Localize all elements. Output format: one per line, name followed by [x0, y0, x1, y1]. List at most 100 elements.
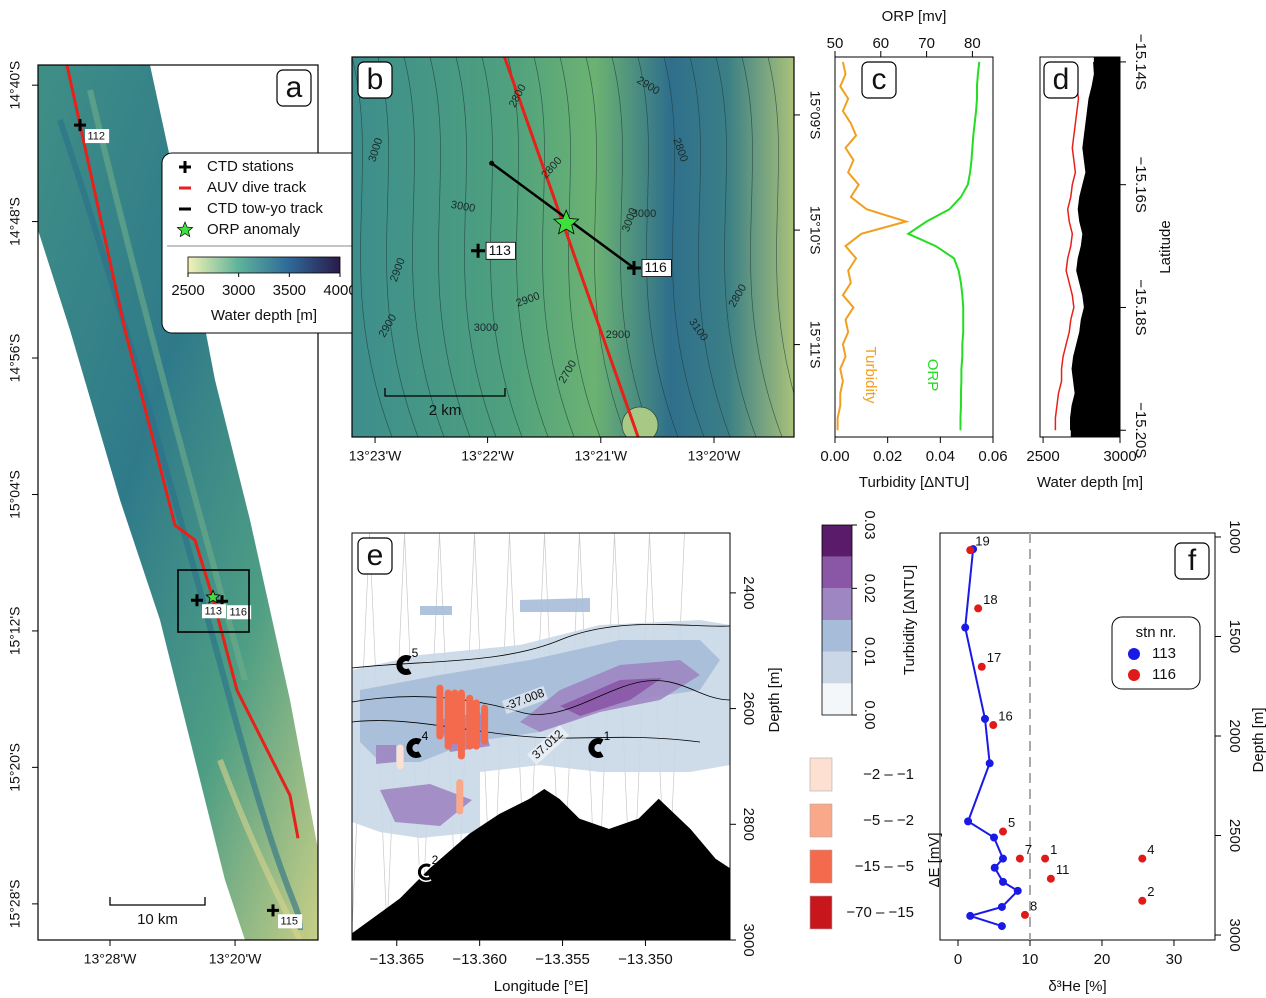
station-label: 115: [281, 916, 299, 928]
point-label: 1: [1050, 842, 1057, 857]
data-point: [1138, 897, 1146, 905]
colorbar-tick-label: 0.03: [861, 510, 878, 539]
colorbar: [188, 257, 340, 273]
plot-frame: [940, 533, 1215, 940]
orp-anomaly-bar: [473, 699, 480, 749]
orp-legend-label: −2 – −1: [863, 766, 914, 783]
y-tick-label: −15.20S: [1132, 402, 1149, 458]
y-tick-label: −15.18S: [1132, 279, 1149, 335]
colorbar-bin: [822, 652, 852, 684]
data-point: [974, 604, 982, 612]
orp-anomaly-bar: [466, 695, 473, 750]
orp-legend-label: −5 – −2: [863, 812, 914, 829]
scale-bar-label: 2 km: [429, 402, 462, 419]
legend-title: stn nr.: [1136, 624, 1177, 641]
colorbar-bin: [822, 525, 852, 557]
x-tick-label: 2500: [1026, 448, 1059, 465]
legend-label: CTD tow-yo track: [207, 200, 323, 217]
x-axis-title: Turbidity [ΔNTU]: [859, 474, 969, 491]
x-tick-label: 10: [1022, 951, 1039, 968]
data-point: [964, 817, 972, 825]
x2-tick-label: 70: [918, 35, 935, 52]
turbidity-patch: [420, 606, 452, 615]
x-tick-label: −13.350: [618, 951, 673, 968]
point-label: 2: [1147, 884, 1154, 899]
plot-frame: [835, 57, 993, 437]
y-tick-label: 1000: [1226, 520, 1243, 553]
station-label: 116: [645, 259, 668, 275]
orp-legend-swatch: [810, 850, 832, 883]
orp-anomaly-bar: [451, 689, 458, 744]
y-tick-label: 2600: [740, 692, 757, 725]
x-tick-label: 30: [1166, 951, 1183, 968]
data-point: [989, 721, 997, 729]
data-point: [1014, 887, 1022, 895]
data-point: [981, 715, 989, 723]
y-tick-label: 15°10'S: [807, 206, 823, 255]
colorbar-tick-label: 0.00: [861, 700, 878, 729]
y-tick-label: 14°40'S: [7, 61, 23, 110]
colorbar-tick-label: 0.01: [861, 637, 878, 666]
y-tick-label: 15°20'S: [7, 743, 23, 792]
x-tick-label: 3000: [1103, 448, 1136, 465]
x-tick-label: 0.06: [978, 448, 1007, 465]
legend-symbol: [1128, 669, 1140, 681]
orp-anomaly-bar: [445, 689, 452, 749]
colorbar-tick-label: 3000: [222, 282, 255, 299]
data-point: [991, 864, 999, 872]
y-tick-label: 15°28'S: [7, 879, 23, 928]
contour-label: 2900: [606, 329, 630, 341]
y-tick-label: −15.14S: [1132, 34, 1149, 90]
colorbar-title: Water depth [m]: [211, 307, 317, 324]
colorbar-tick-label: 0.02: [861, 574, 878, 603]
section-area: [352, 533, 730, 940]
station-label: 113: [489, 242, 512, 258]
colorbar-tick-label: 3500: [273, 282, 306, 299]
data-point: [986, 759, 994, 767]
legend-label: 116: [1152, 666, 1176, 683]
point-label: 18: [983, 592, 997, 607]
towyo-label: 1: [604, 729, 611, 743]
point-label: 5: [1008, 815, 1015, 830]
colorbar-tick-label: 2500: [171, 282, 204, 299]
series-label: Turbidity: [862, 347, 879, 404]
bathymetry: [352, 57, 794, 437]
x2-axis-title: ORP [mv]: [882, 8, 947, 25]
legend-label: CTD stations: [207, 158, 294, 175]
x-tick-label: −13.355: [535, 951, 590, 968]
x-axis-title: Longitude [°E]: [494, 978, 588, 995]
data-point: [1021, 911, 1029, 919]
y-axis-title: Depth [m]: [1250, 707, 1266, 772]
x2-tick-label: 80: [964, 35, 981, 52]
x-axis-title: δ³He [%]: [1048, 978, 1106, 995]
data-point: [999, 828, 1007, 836]
towyo-start: [489, 161, 494, 166]
y-tick-label: −15.16S: [1132, 157, 1149, 213]
x2-tick-label: 60: [872, 35, 889, 52]
x-tick-label: 0.00: [820, 448, 849, 465]
x-tick-label: −13.365: [369, 951, 424, 968]
scale-bar-label: 10 km: [137, 911, 178, 928]
turbidity-patch: [520, 598, 590, 612]
station-label: 112: [87, 130, 105, 142]
station-label: 113: [204, 606, 222, 618]
y-tick-label: 2500: [1226, 819, 1243, 852]
orp-anomaly-bar: [481, 705, 488, 745]
orp-legend-label: −70 – −15: [846, 904, 914, 921]
data-point: [961, 624, 969, 632]
x-tick-label: 13°28'W: [84, 951, 137, 967]
x-tick-label: 13°20'W: [209, 951, 262, 967]
orp-anomaly-bar: [436, 685, 443, 740]
x-tick-label: 20: [1094, 951, 1111, 968]
page: {"chart_data": [ {"type": "map", "label"…: [0, 0, 1266, 998]
orp-legend-swatch: [810, 758, 832, 791]
seafloor-fill: [1071, 57, 1120, 437]
series-label: ORP: [924, 359, 941, 392]
y-tick-label: 3000: [1226, 918, 1243, 951]
y-tick-label: 2000: [1226, 719, 1243, 752]
colorbar-bin: [822, 557, 852, 589]
data-point: [990, 834, 998, 842]
panel-label: c: [872, 63, 887, 96]
x-tick-label: 13°22'W: [461, 448, 514, 464]
orp-anomaly-bar: [456, 779, 463, 814]
